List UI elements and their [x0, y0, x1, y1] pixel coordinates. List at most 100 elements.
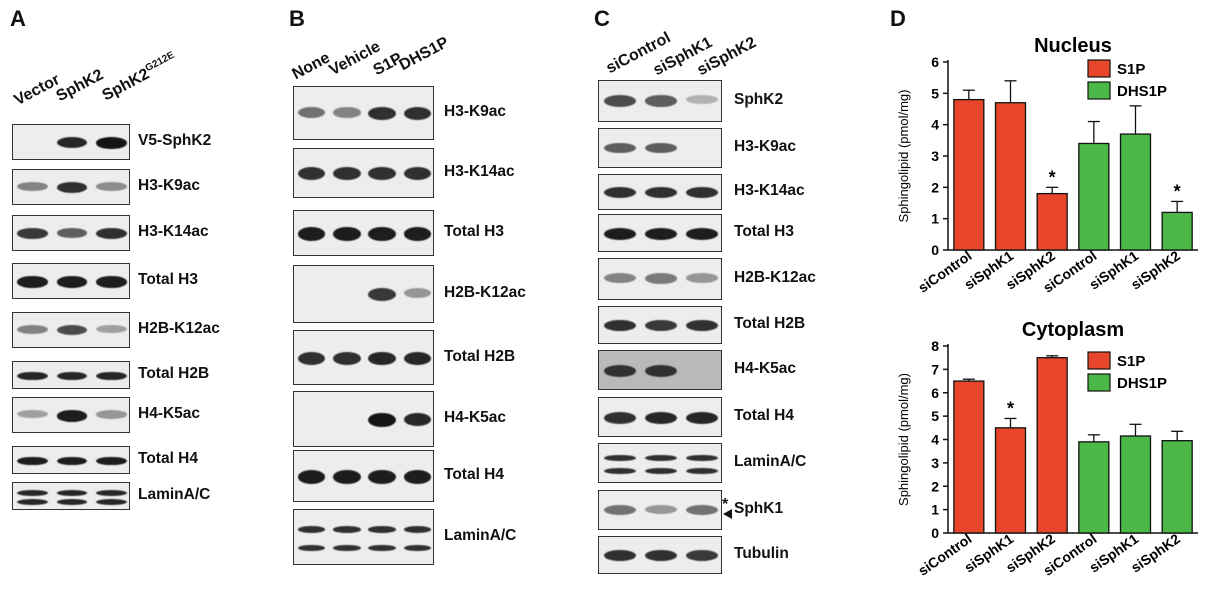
y-axis-label: Sphingolipid (pmol/mg) — [896, 373, 911, 506]
blot-band — [297, 544, 326, 552]
lane-label-sphk2: SphK2 — [53, 66, 107, 106]
chart-title: Cytoplasm — [1022, 319, 1124, 341]
blot-band — [686, 319, 719, 332]
blot-band — [686, 411, 719, 424]
legend-swatch — [1087, 59, 1111, 78]
bar — [994, 102, 1027, 251]
blot-band — [17, 371, 48, 381]
blot-band — [95, 456, 127, 466]
legend-swatch — [1087, 81, 1111, 100]
blot-band — [95, 276, 127, 288]
blot-band — [644, 364, 678, 377]
y-axis-label: Sphingolipid (pmol/mg) — [896, 90, 911, 223]
blot-label-h4-k5ac: H4-K5ac — [138, 405, 201, 422]
blot-label-h3-k14ac: H3-K14ac — [444, 163, 515, 180]
blot-band — [56, 371, 88, 381]
blot-label-sphk2: SphK2 — [734, 91, 784, 108]
lane-label-sphk2-mutant-text: SphK2 — [99, 65, 153, 105]
blot-band — [603, 454, 636, 462]
legend-label: S1P — [1117, 61, 1145, 78]
blot-band — [644, 467, 678, 475]
blot-band — [403, 288, 432, 299]
y-tick-label: 5 — [931, 85, 939, 101]
blot-band — [403, 413, 432, 427]
y-tick-label: 6 — [931, 54, 939, 70]
blot-label-total-h2b: Total H2B — [444, 347, 516, 365]
blot-h3-k14ac — [598, 174, 722, 210]
blot-total-h3 — [293, 210, 434, 256]
blot-total-h4 — [293, 450, 434, 502]
blot-band — [403, 526, 432, 533]
blot-band — [333, 544, 361, 552]
blot-label-h2b-k12ac: H2B-K12ac — [734, 269, 816, 286]
blot-label-h3-k14ac: H3-K14ac — [734, 182, 805, 199]
blot-band — [17, 498, 48, 505]
blot-band — [333, 107, 361, 118]
legend-label: DHS1P — [1117, 83, 1167, 100]
blot-band — [368, 526, 396, 533]
y-tick-label: 7 — [931, 361, 939, 377]
blot-band — [686, 187, 719, 199]
blot-band — [368, 288, 396, 301]
blot-band — [603, 549, 636, 562]
y-tick-label: 5 — [931, 408, 939, 424]
bar — [1036, 357, 1068, 534]
blot-band — [333, 526, 361, 533]
y-tick-label: 4 — [931, 117, 939, 133]
lane-label-superscript: G212E — [143, 49, 177, 75]
blot-h3-k9ac — [598, 128, 722, 168]
blot-band — [17, 228, 48, 239]
blot-label-h3-k9ac: H3-K9ac — [734, 138, 797, 155]
blot-band — [17, 489, 48, 496]
blot-band — [686, 273, 719, 283]
y-tick-label: 4 — [931, 432, 939, 448]
legend-label: S1P — [1117, 353, 1145, 370]
bar — [953, 98, 985, 251]
legend-swatch — [1087, 373, 1111, 392]
blot-band — [56, 276, 88, 288]
blot-lamina-c — [293, 509, 434, 565]
bar — [953, 380, 985, 534]
blot-band — [603, 467, 636, 475]
y-tick-label: 3 — [931, 148, 939, 164]
blot-band — [95, 325, 127, 334]
blot-band — [644, 227, 678, 240]
blot-h2b-k12ac — [293, 265, 434, 323]
blot-label-sphk1: SphK1 — [734, 500, 784, 517]
blot-band — [403, 470, 432, 484]
blot-band — [603, 319, 636, 332]
blot-band — [686, 227, 719, 240]
blot-label-h2b-k12ac: H2B-K12ac — [138, 320, 220, 337]
blot-total-h3 — [598, 214, 722, 252]
sphk1-nonspecific-marker: * — [722, 496, 729, 513]
blot-label-lamina-c: LaminA/C — [444, 527, 517, 544]
blot-v5-sphk2 — [12, 124, 130, 160]
chart-title: Nucleus — [1034, 35, 1112, 57]
blot-band — [368, 227, 396, 241]
blot-band — [403, 544, 432, 552]
lane-label-none: None — [289, 49, 333, 84]
blot-h3-k9ac — [293, 86, 434, 140]
blot-band — [56, 498, 88, 505]
blot-band — [603, 364, 636, 377]
blot-lamina-c — [598, 443, 722, 483]
blot-band — [368, 107, 396, 121]
blot-h4-k5ac — [598, 350, 722, 390]
blot-label-lamina-c: LaminA/C — [734, 453, 807, 470]
blot-label-total-h2b: Total H2B — [734, 315, 806, 332]
blot-band — [403, 107, 432, 121]
blot-total-h3 — [12, 263, 130, 299]
blot-band — [644, 142, 678, 154]
blot-band — [95, 489, 127, 496]
blot-sphk2 — [598, 80, 722, 122]
panel-d-charts: Nucleus Sphingolipid (pmol/mg) 0 1 2 3 4 5 6 S1P D… — [896, 35, 1198, 579]
blot-band — [644, 273, 678, 284]
blot-h4-k5ac — [293, 391, 434, 447]
blot-band — [644, 411, 678, 424]
blot-label-h4-k5ac: H4-K5ac — [444, 409, 507, 426]
blot-label-tubulin: Tubulin — [734, 545, 789, 562]
blot-h4-k5ac — [12, 397, 130, 433]
legend-swatch — [1087, 351, 1111, 370]
chart-nucleus: Nucleus Sphingolipid (pmol/mg) 0 1 2 3 4 5 6 S1P D… — [896, 35, 1198, 296]
blot-sphk1 — [598, 490, 722, 530]
